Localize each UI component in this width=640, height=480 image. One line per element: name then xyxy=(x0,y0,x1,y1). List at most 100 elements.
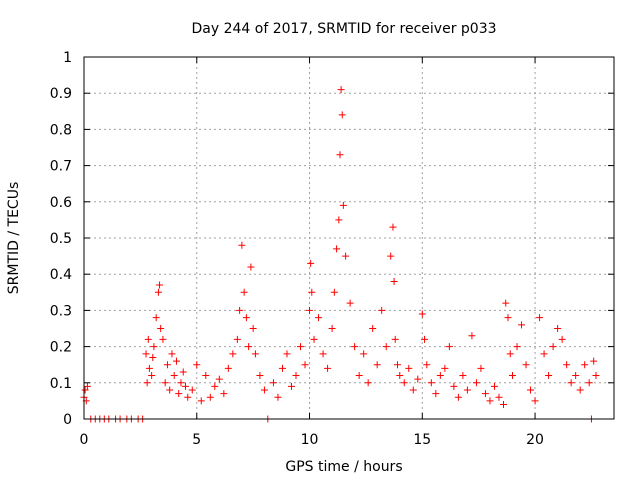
data-point xyxy=(337,86,345,94)
data-point xyxy=(177,379,185,387)
data-point xyxy=(297,343,305,351)
data-point xyxy=(576,386,584,394)
data-point xyxy=(509,372,517,380)
data-point xyxy=(168,350,176,358)
data-point xyxy=(572,372,580,380)
data-point xyxy=(179,368,187,376)
x-tick-label: 20 xyxy=(526,432,544,448)
data-point xyxy=(364,379,372,387)
data-point xyxy=(382,343,390,351)
data-point xyxy=(81,386,89,394)
data-point xyxy=(355,372,363,380)
data-point xyxy=(389,223,397,231)
data-point xyxy=(172,357,180,365)
data-point xyxy=(351,343,359,351)
data-point xyxy=(166,386,174,394)
data-point xyxy=(184,393,192,401)
data-point xyxy=(274,393,282,401)
data-point xyxy=(229,350,237,358)
data-point xyxy=(251,350,259,358)
data-point xyxy=(468,332,476,340)
chart-title: Day 244 of 2017, SRMTID for receiver p03… xyxy=(191,21,496,37)
data-point xyxy=(531,397,539,405)
data-point xyxy=(154,288,162,296)
data-point xyxy=(292,372,300,380)
data-point xyxy=(145,364,153,372)
data-point xyxy=(409,386,417,394)
data-point xyxy=(427,379,435,387)
data-point xyxy=(390,277,398,285)
data-point xyxy=(143,379,151,387)
data-point xyxy=(233,335,241,343)
data-point xyxy=(499,401,507,409)
data-point xyxy=(472,379,480,387)
data-point xyxy=(307,259,315,267)
data-point xyxy=(518,321,526,329)
data-point xyxy=(161,379,169,387)
data-point xyxy=(152,314,160,322)
data-point xyxy=(301,361,309,369)
data-point xyxy=(220,390,228,398)
data-point xyxy=(423,361,431,369)
data-point xyxy=(193,361,201,369)
data-point xyxy=(540,350,548,358)
data-point xyxy=(581,361,589,369)
data-point xyxy=(373,361,381,369)
data-point xyxy=(269,379,277,387)
data-point xyxy=(142,350,150,358)
data-point xyxy=(330,288,338,296)
data-point xyxy=(436,372,444,380)
data-point xyxy=(339,201,347,209)
y-tick-label: 0.8 xyxy=(50,122,72,138)
data-point xyxy=(144,335,152,343)
data-point xyxy=(283,350,291,358)
data-point xyxy=(504,314,512,322)
data-point xyxy=(554,325,562,332)
y-tick-label: 0.2 xyxy=(50,340,72,356)
data-point xyxy=(590,357,598,365)
data-point xyxy=(536,314,544,322)
data-point xyxy=(148,372,156,380)
data-point xyxy=(549,343,557,351)
data-point xyxy=(502,299,510,307)
data-point xyxy=(486,397,494,405)
data-point xyxy=(445,343,453,351)
data-point xyxy=(242,314,250,322)
data-point xyxy=(202,372,210,380)
data-point xyxy=(319,350,327,358)
x-tick-label: 15 xyxy=(413,432,431,448)
data-point xyxy=(278,364,286,372)
data-point xyxy=(432,390,440,398)
data-point xyxy=(346,299,354,307)
data-point xyxy=(513,343,521,351)
y-tick-label: 0.1 xyxy=(50,376,72,392)
data-point xyxy=(149,353,157,361)
data-point xyxy=(181,382,189,390)
y-tick-label: 0.7 xyxy=(50,159,72,175)
data-point xyxy=(157,325,165,332)
data-point xyxy=(527,386,535,394)
data-point xyxy=(188,386,196,394)
x-tick-label: 10 xyxy=(301,432,319,448)
data-point xyxy=(211,382,219,390)
data-point xyxy=(450,382,458,390)
data-point xyxy=(163,361,171,369)
data-point xyxy=(522,361,530,369)
data-point xyxy=(170,372,178,380)
data-point xyxy=(405,364,413,372)
data-point xyxy=(328,325,336,332)
data-point xyxy=(441,364,449,372)
data-point xyxy=(206,393,214,401)
data-point xyxy=(245,343,253,351)
data-point xyxy=(224,364,232,372)
data-point xyxy=(159,335,167,343)
data-point xyxy=(324,364,332,372)
y-tick-label: 0.5 xyxy=(50,231,72,247)
grid-lines xyxy=(84,57,614,419)
data-point xyxy=(197,397,205,405)
x-tick-label: 0 xyxy=(80,432,89,448)
data-point xyxy=(400,379,408,387)
y-tick-label: 1 xyxy=(63,50,72,66)
y-tick-label: 0 xyxy=(63,412,72,428)
